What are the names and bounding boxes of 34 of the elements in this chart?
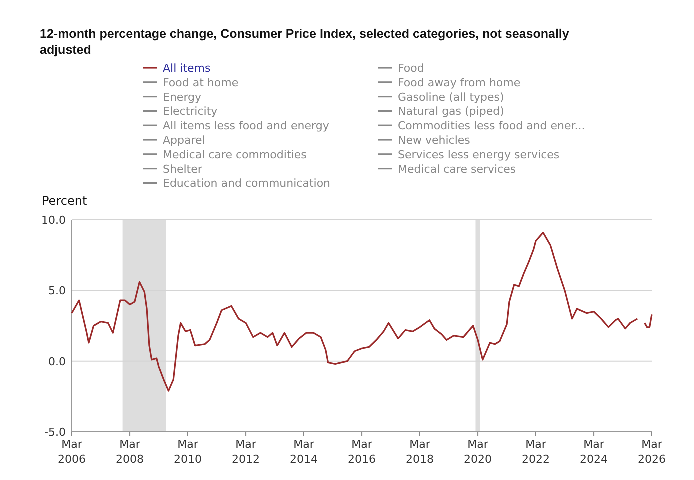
legend-label: Food at home bbox=[163, 76, 239, 90]
legend-label: Food bbox=[398, 62, 424, 75]
x-tick-label: Mar 2024 bbox=[580, 438, 608, 466]
legend-label: Shelter bbox=[163, 162, 203, 176]
y-tick-label: -5.0 bbox=[44, 426, 66, 439]
x-tick-label: Mar 2014 bbox=[290, 438, 318, 466]
y-tick-label: 5.0 bbox=[48, 284, 66, 298]
legend-label: All items less food and energy bbox=[163, 120, 330, 133]
y-tick-label: 0.0 bbox=[48, 355, 66, 368]
y-tick-label: 10.0 bbox=[42, 214, 66, 227]
legend-label: Food away from home bbox=[398, 76, 521, 90]
legend-label: Medical care commodities bbox=[163, 148, 308, 162]
legend-label: Natural gas (piped) bbox=[398, 105, 504, 118]
legend-label: Commodities less food and ener... bbox=[398, 120, 586, 133]
x-tick-label: Mar 2018 bbox=[406, 438, 434, 466]
legend-label: Apparel bbox=[163, 134, 206, 147]
x-tick-label: Mar 2010 bbox=[174, 438, 202, 466]
x-tick-label: Mar 2006 bbox=[58, 438, 86, 466]
legend-label: Medical care services bbox=[398, 162, 516, 176]
legend-label: All items bbox=[163, 62, 211, 75]
x-tick-label: Mar 2008 bbox=[116, 438, 144, 466]
x-tick-label: Mar 2026 bbox=[638, 438, 666, 466]
x-tick-label: Mar 2022 bbox=[522, 438, 550, 466]
y-axis-title: Percent bbox=[42, 194, 88, 208]
x-tick-label: Mar 2012 bbox=[232, 438, 260, 466]
legend-label: New vehicles bbox=[398, 134, 471, 147]
legend-label: Education and communication bbox=[163, 177, 331, 190]
x-tick-label: Mar 2020 bbox=[464, 438, 492, 466]
legend-label: Electricity bbox=[163, 105, 218, 118]
chart-title: 12-month percentage change, Consumer Price Index, selected categories, not seasonally adjusted bbox=[40, 27, 570, 57]
legend-label: Gasoline (all types) bbox=[398, 90, 504, 104]
x-tick-label: Mar 2016 bbox=[348, 438, 376, 466]
legend-label: Services less energy services bbox=[398, 148, 560, 162]
legend-label: Energy bbox=[163, 90, 202, 104]
